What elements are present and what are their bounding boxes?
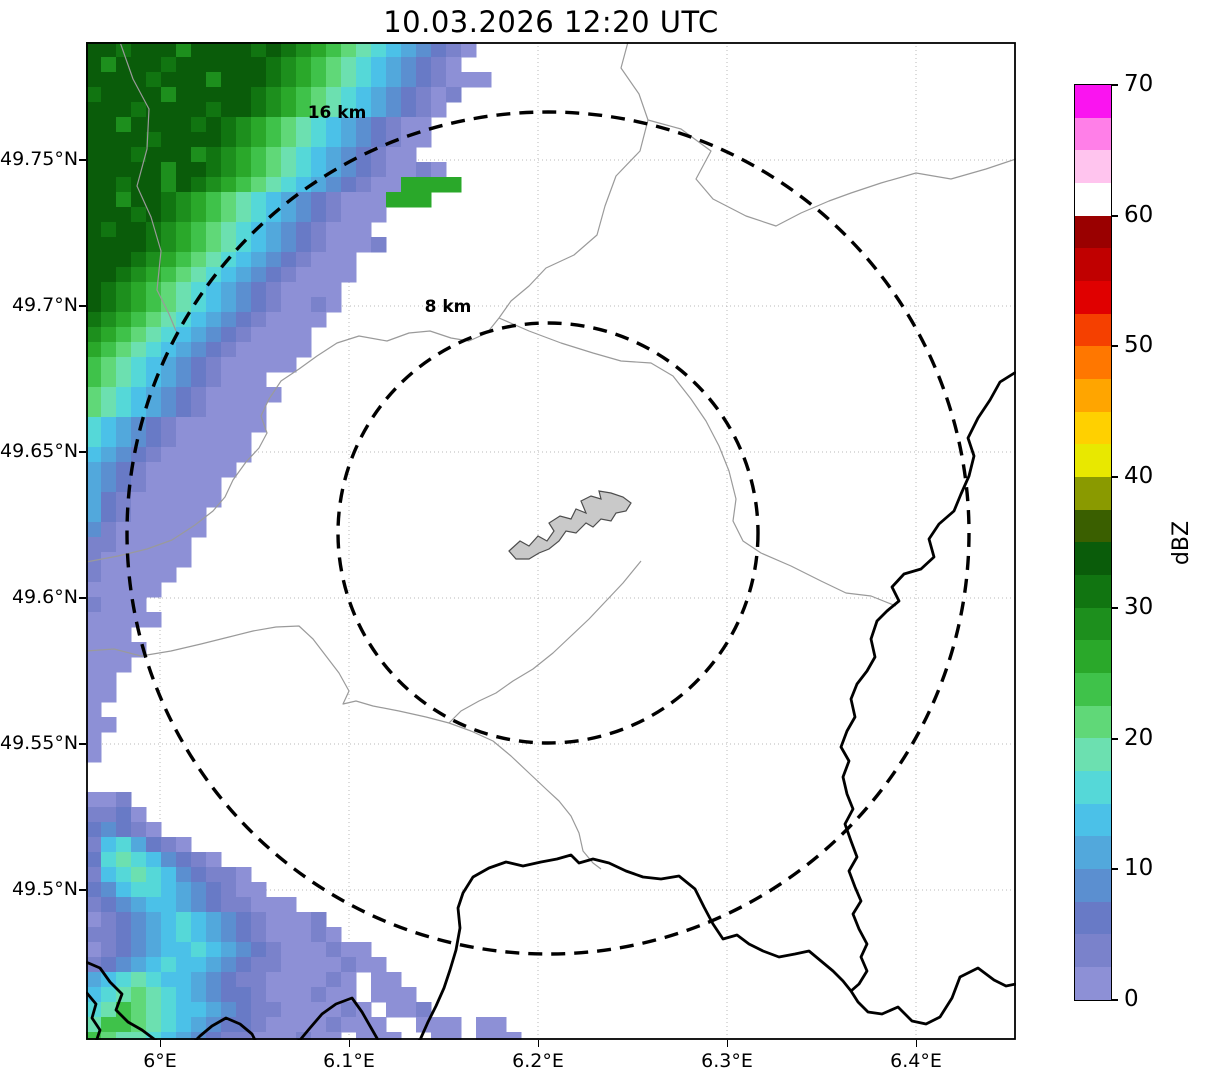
admin-boundaries — [86, 42, 1016, 870]
y-tick-label: 49.5°N — [11, 878, 78, 900]
colorbar-tick-label: 70 — [1124, 71, 1154, 97]
colorbar-segment — [1075, 183, 1111, 216]
x-tick-mark — [348, 1040, 350, 1047]
colorbar-segment — [1075, 215, 1111, 249]
colorbar-tick-mark — [1111, 345, 1118, 348]
figure-title: 10.03.2026 12:20 UTC — [383, 5, 719, 39]
country-borders — [86, 370, 1016, 1040]
colorbar-segment — [1075, 85, 1111, 118]
y-tick-mark — [79, 597, 86, 599]
colorbar-tick-mark — [1111, 84, 1118, 86]
colorbar-segment — [1075, 150, 1111, 184]
colorbar-segment — [1075, 542, 1111, 576]
colorbar-segment — [1075, 705, 1111, 739]
colorbar-segment — [1075, 967, 1111, 1000]
y-tick-label: 49.65°N — [0, 440, 79, 462]
colorbar-tick-mark — [1111, 999, 1118, 1001]
colorbar-segment — [1075, 803, 1111, 837]
x-tick-label: 6.3°E — [701, 1050, 753, 1072]
colorbar-tick-label: 20 — [1124, 724, 1154, 751]
x-tick-mark — [726, 1040, 728, 1047]
colorbar-segment — [1075, 346, 1111, 380]
y-tick-mark — [79, 305, 86, 307]
range-rings — [125, 110, 971, 956]
colorbar-segment — [1075, 901, 1111, 935]
x-tick-label: 6.1°E — [323, 1050, 375, 1072]
x-tick-mark — [159, 1040, 161, 1047]
colorbar-segment — [1075, 444, 1111, 478]
x-tick-mark — [537, 1040, 539, 1047]
x-tick-label: 6.2°E — [512, 1050, 564, 1072]
colorbar-tick-label: 50 — [1124, 332, 1154, 359]
map-frame — [86, 42, 1016, 1040]
colorbar-segment — [1075, 575, 1111, 608]
colorbar-tick-mark — [1111, 606, 1118, 609]
colorbar-segment — [1075, 281, 1111, 314]
x-tick-label: 6°E — [143, 1050, 177, 1072]
y-tick-label: 49.75°N — [0, 148, 79, 170]
x-tick-mark — [915, 1040, 917, 1047]
colorbar-tick-label: 10 — [1124, 855, 1154, 882]
colorbar-tick-label: 0 — [1124, 986, 1139, 1012]
radar-echo-cells — [86, 42, 522, 1040]
y-tick-mark — [79, 159, 86, 161]
colorbar-unit-label: dBZ — [1169, 520, 1194, 566]
x-tick-label: 6.4°E — [890, 1050, 942, 1072]
colorbar-tick-label: 30 — [1124, 593, 1154, 620]
colorbar-tick-mark — [1111, 737, 1118, 740]
range-ring-label: 8 km — [425, 297, 472, 317]
y-tick-mark — [79, 451, 86, 453]
range-ring-label: 16 km — [308, 103, 367, 123]
colorbar-segment — [1075, 738, 1111, 772]
colorbar-segment — [1075, 607, 1111, 641]
y-tick-label: 49.6°N — [11, 586, 78, 608]
colorbar-tick-mark — [1111, 476, 1118, 479]
colorbar-segment — [1075, 673, 1111, 706]
y-tick-label: 49.7°N — [11, 294, 78, 316]
colorbar — [1074, 84, 1112, 1001]
y-tick-mark — [79, 889, 86, 891]
y-tick-label: 49.55°N — [0, 732, 79, 754]
colorbar-segment — [1075, 248, 1111, 282]
colorbar-segment — [1075, 640, 1111, 674]
colorbar-tick-mark — [1111, 868, 1118, 871]
y-tick-mark — [79, 743, 86, 745]
colorbar-segment — [1075, 379, 1111, 412]
colorbar-tick-label: 40 — [1124, 463, 1154, 490]
colorbar-segment — [1075, 117, 1111, 151]
colorbar-segment — [1075, 509, 1111, 543]
urban-area-polygon — [508, 490, 632, 560]
colorbar-segment — [1075, 934, 1111, 968]
colorbar-segment — [1075, 313, 1111, 347]
colorbar-segment — [1075, 411, 1111, 445]
colorbar-segment — [1075, 771, 1111, 804]
colorbar-tick-mark — [1111, 214, 1118, 217]
colorbar-tick-label: 60 — [1124, 201, 1154, 228]
colorbar-segment — [1075, 836, 1111, 870]
colorbar-segment — [1075, 869, 1111, 902]
map-plot: 16 km 8 km — [86, 42, 1016, 1040]
colorbar-segment — [1075, 477, 1111, 510]
range-ring-labels: 16 km 8 km — [308, 103, 472, 317]
